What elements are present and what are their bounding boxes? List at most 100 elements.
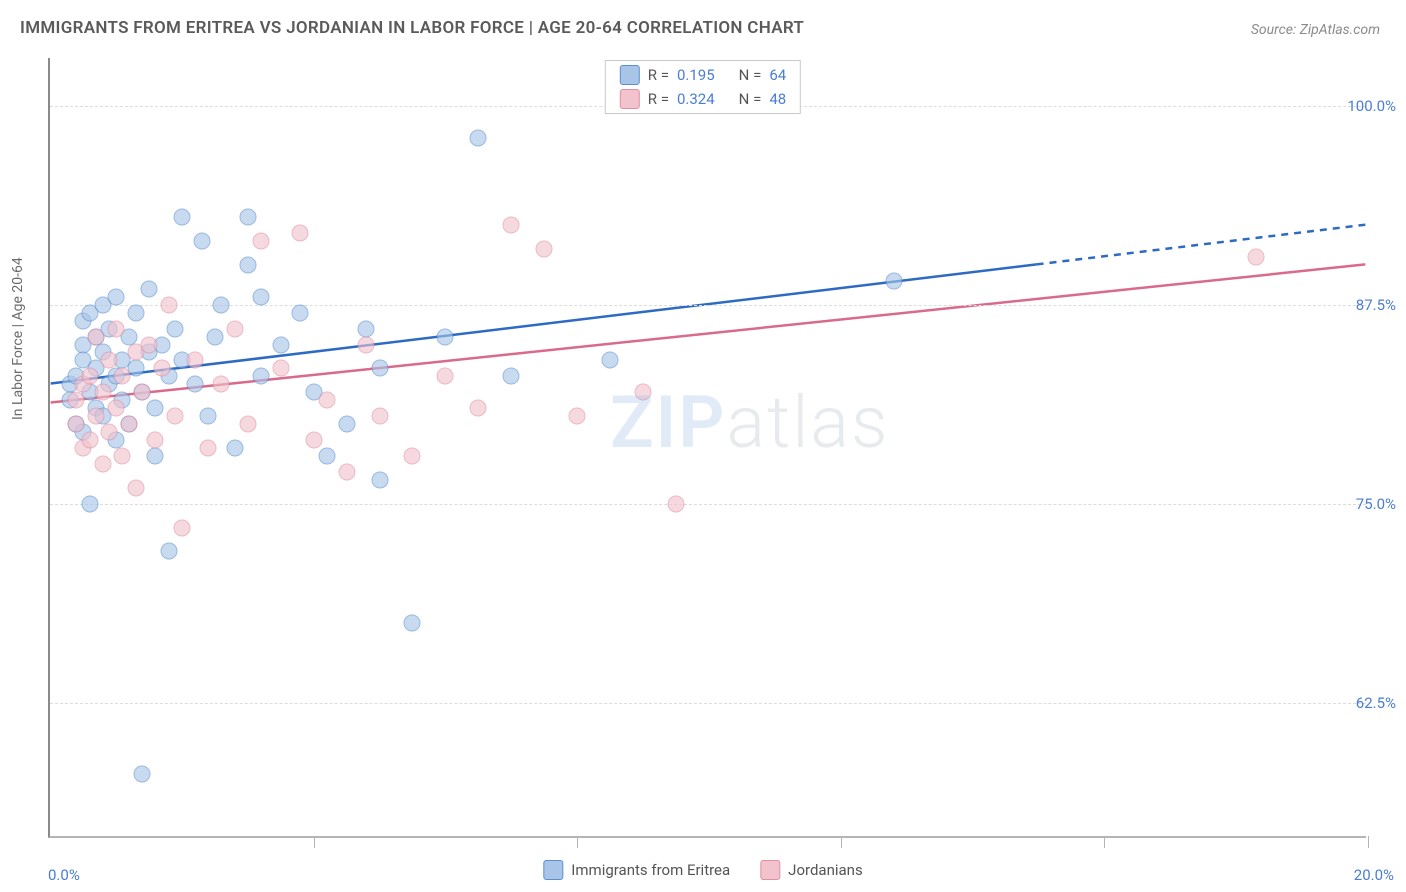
data-point	[226, 320, 243, 337]
correlation-legend: R = 0.195 N = 64 R = 0.324 N = 48	[605, 60, 801, 114]
data-point	[167, 320, 184, 337]
data-point	[140, 280, 157, 297]
data-point	[81, 495, 98, 512]
data-point	[134, 766, 151, 783]
data-point	[252, 288, 269, 305]
data-point	[154, 360, 171, 377]
data-point	[160, 543, 177, 560]
data-point	[239, 209, 256, 226]
data-point	[404, 615, 421, 632]
data-point	[101, 424, 118, 441]
data-point	[68, 392, 85, 409]
data-point	[272, 360, 289, 377]
data-point	[134, 384, 151, 401]
series-2-name: Jordanians	[788, 861, 863, 879]
x-tick	[314, 836, 315, 848]
data-point	[160, 296, 177, 313]
data-point	[186, 376, 203, 393]
data-point	[107, 288, 124, 305]
data-point	[569, 408, 586, 425]
y-gridline	[50, 305, 1366, 306]
y-gridline	[50, 504, 1366, 505]
data-point	[140, 336, 157, 353]
regression-lines	[50, 58, 1366, 836]
data-point	[371, 408, 388, 425]
series-2-swatch-b	[760, 860, 780, 880]
data-point	[358, 320, 375, 337]
legend-item-1: Immigrants from Eritrea	[543, 860, 730, 880]
data-point	[114, 368, 131, 385]
series-1-r: 0.195	[677, 66, 715, 84]
x-tick-label: 20.0%	[1354, 866, 1394, 884]
y-tick-label: 75.0%	[1356, 495, 1396, 513]
data-point	[404, 447, 421, 464]
data-point	[127, 304, 144, 321]
data-point	[200, 440, 217, 457]
series-1-n: 64	[769, 66, 786, 84]
data-point	[147, 400, 164, 417]
data-point	[292, 304, 309, 321]
series-1-swatch	[620, 65, 640, 85]
data-point	[213, 376, 230, 393]
data-point	[371, 471, 388, 488]
data-point	[1247, 248, 1264, 265]
data-point	[536, 241, 553, 258]
data-point	[107, 400, 124, 417]
data-point	[226, 440, 243, 457]
data-point	[668, 495, 685, 512]
data-point	[318, 392, 335, 409]
y-tick-label: 100.0%	[1347, 97, 1396, 115]
data-point	[239, 256, 256, 273]
y-tick-label: 87.5%	[1356, 296, 1396, 314]
series-2-n: 48	[769, 90, 786, 108]
data-point	[186, 352, 203, 369]
data-point	[305, 432, 322, 449]
series-1-name: Immigrants from Eritrea	[571, 861, 730, 879]
series-legend: Immigrants from Eritrea Jordanians	[543, 860, 862, 880]
n-label: N =	[739, 66, 762, 84]
r-label: R =	[648, 66, 669, 84]
x-tick	[1368, 836, 1369, 848]
plot-area	[48, 58, 1366, 838]
chart-title: IMMIGRANTS FROM ERITREA VS JORDANIAN IN …	[20, 18, 804, 38]
x-tick-label: 0.0%	[48, 866, 80, 884]
data-point	[81, 432, 98, 449]
data-point	[437, 328, 454, 345]
x-tick	[577, 836, 578, 848]
data-point	[503, 368, 520, 385]
data-point	[88, 328, 105, 345]
data-point	[292, 225, 309, 242]
data-point	[107, 320, 124, 337]
data-point	[114, 447, 131, 464]
data-point	[200, 408, 217, 425]
data-point	[602, 352, 619, 369]
y-axis-label: In Labor Force | Age 20-64	[10, 257, 26, 420]
series-2-swatch	[620, 89, 640, 109]
data-point	[338, 416, 355, 433]
data-point	[101, 352, 118, 369]
n-label-2: N =	[739, 90, 762, 108]
data-point	[68, 416, 85, 433]
data-point	[252, 233, 269, 250]
data-point	[173, 209, 190, 226]
data-point	[94, 384, 111, 401]
data-point	[173, 519, 190, 536]
correlation-row-1: R = 0.195 N = 64	[606, 63, 800, 87]
data-point	[885, 272, 902, 289]
data-point	[470, 400, 487, 417]
x-tick	[841, 836, 842, 848]
data-point	[318, 447, 335, 464]
data-point	[338, 463, 355, 480]
series-1-swatch-b	[543, 860, 563, 880]
data-point	[371, 360, 388, 377]
source-label: Source: ZipAtlas.com	[1251, 22, 1380, 38]
y-gridline	[50, 703, 1366, 704]
data-point	[81, 368, 98, 385]
data-point	[167, 408, 184, 425]
data-point	[437, 368, 454, 385]
data-point	[239, 416, 256, 433]
data-point	[147, 432, 164, 449]
series-2-r: 0.324	[677, 90, 715, 108]
data-point	[635, 384, 652, 401]
correlation-row-2: R = 0.324 N = 48	[606, 87, 800, 111]
